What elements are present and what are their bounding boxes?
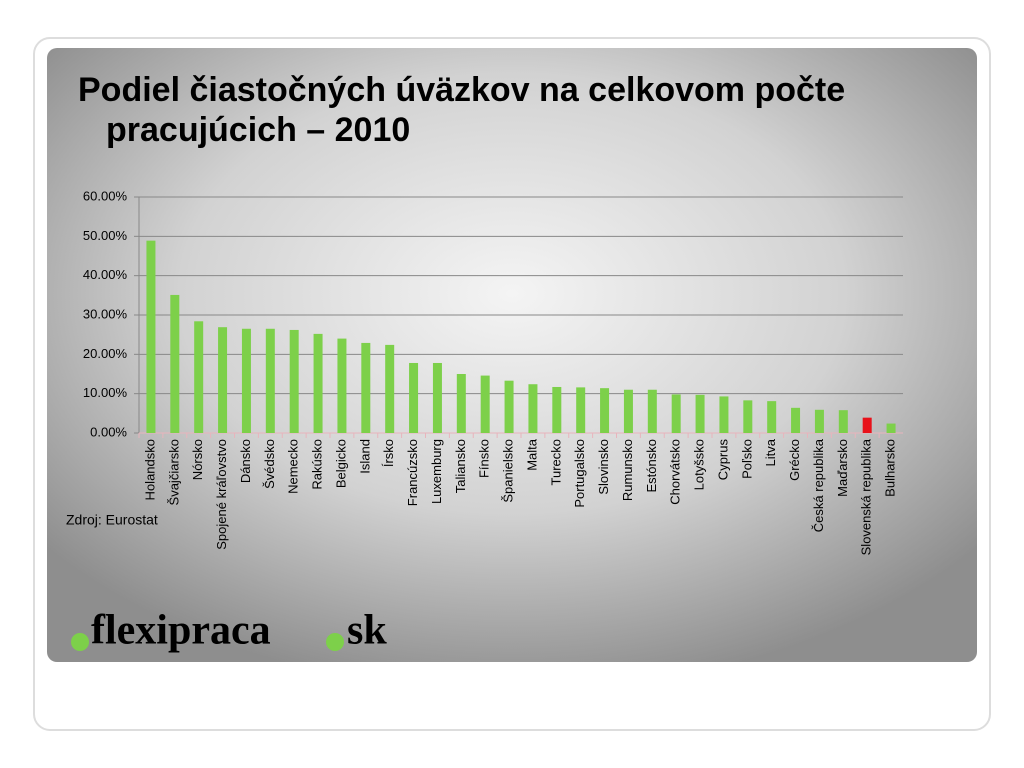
- title: Podiel čiastočných úväzkov na celkovom p…: [78, 71, 846, 149]
- y-tick-label: 40.00%: [83, 267, 128, 282]
- logo-dot: [71, 633, 89, 651]
- x-tick-label: Spojené kráľovstvo: [214, 439, 229, 550]
- x-tick-label: Portugalsko: [572, 439, 587, 508]
- bar: [146, 240, 156, 433]
- bar: [241, 328, 251, 433]
- x-tick-label: Švédsko: [262, 439, 277, 489]
- x-tick-label: Lotyšsko: [692, 439, 707, 490]
- bar: [838, 410, 848, 433]
- x-tick-label: Bulharsko: [883, 439, 898, 497]
- x-tick-label: Island: [357, 439, 372, 474]
- x-tick-label: Estónsko: [644, 439, 659, 492]
- x-tick-label: Švajčiarsko: [166, 439, 181, 505]
- x-tick-label: Dánsko: [238, 439, 253, 483]
- bar: [719, 396, 729, 433]
- bar: [409, 362, 419, 433]
- x-tick-label: Španielsko: [501, 439, 516, 503]
- x-tick-label: Slovinsko: [596, 439, 611, 495]
- bar: [743, 400, 753, 433]
- x-tick-label: Taliansko: [453, 439, 468, 493]
- bar: [791, 407, 801, 433]
- x-tick-label: Malta: [524, 438, 539, 471]
- bar: [528, 384, 538, 433]
- source: Zdroj: Eurostat: [66, 512, 158, 528]
- logo-dot: [326, 633, 344, 651]
- x-tick-label: Slovenská republika: [859, 438, 874, 555]
- x-tick-label: Litva: [763, 438, 778, 466]
- bar: [647, 389, 657, 433]
- x-tick-label: Nemecko: [286, 439, 301, 494]
- x-tick-label: Írsko: [381, 439, 396, 467]
- logo: flexipraca sk: [71, 608, 387, 654]
- x-tick-label: Fínsko: [477, 439, 492, 478]
- bar: [432, 362, 442, 433]
- bar: [576, 387, 586, 433]
- x-tick-label: Grécko: [787, 439, 802, 481]
- bar: [385, 344, 395, 433]
- bar: [623, 389, 633, 433]
- y-tick-label: 60.00%: [83, 188, 128, 203]
- x-tick-label: Holandsko: [142, 439, 157, 500]
- bar: [504, 380, 514, 433]
- bar: [671, 394, 681, 433]
- bar: [337, 338, 347, 433]
- x-tick-label: Chorvátsko: [668, 439, 683, 505]
- bar: [313, 333, 323, 433]
- slide-panel: [47, 48, 977, 662]
- bar: [695, 394, 705, 433]
- bar: [456, 374, 466, 433]
- bar: [170, 294, 180, 433]
- chart: 0.00% 10.00% 20.00% 30.00% 40.00% 50.00% 60.00…: [83, 188, 903, 555]
- x-tick-label: Belgicko: [333, 439, 348, 488]
- x-tick-label: Rakúsko: [310, 439, 325, 490]
- bar: [600, 388, 610, 433]
- logo-domain: sk: [347, 608, 387, 654]
- x-tick-label: Nórsko: [190, 439, 205, 480]
- bar: [289, 329, 299, 433]
- bar: [265, 328, 275, 433]
- x-tick-label: Cyprus: [715, 439, 730, 481]
- y-tick-label: 30.00%: [83, 306, 128, 321]
- x-tick-label: Poľsko: [739, 439, 754, 479]
- x-tick-label: Turecko: [548, 439, 563, 485]
- bar: [814, 409, 824, 433]
- bar: [862, 417, 872, 433]
- x-tick-label: Luxemburg: [429, 439, 444, 504]
- bar: [480, 375, 490, 433]
- y-tick-label: 10.00%: [83, 385, 128, 400]
- bar: [886, 423, 896, 433]
- x-tick-label: Česká republika: [811, 438, 826, 532]
- bar: [218, 327, 228, 433]
- x-tick-label: Rumunsko: [620, 439, 635, 501]
- bar: [767, 401, 777, 433]
- y-tick-label: 50.00%: [83, 228, 128, 243]
- bar: [361, 342, 371, 433]
- y-tick-label: 0.00%: [90, 424, 127, 439]
- x-tick-label: Maďarsko: [835, 439, 850, 497]
- bar: [194, 321, 204, 433]
- bar: [552, 386, 562, 433]
- logo-name: flexipraca: [91, 608, 271, 654]
- x-tick-label: Francúzsko: [405, 439, 420, 506]
- y-tick-label: 20.00%: [83, 346, 128, 361]
